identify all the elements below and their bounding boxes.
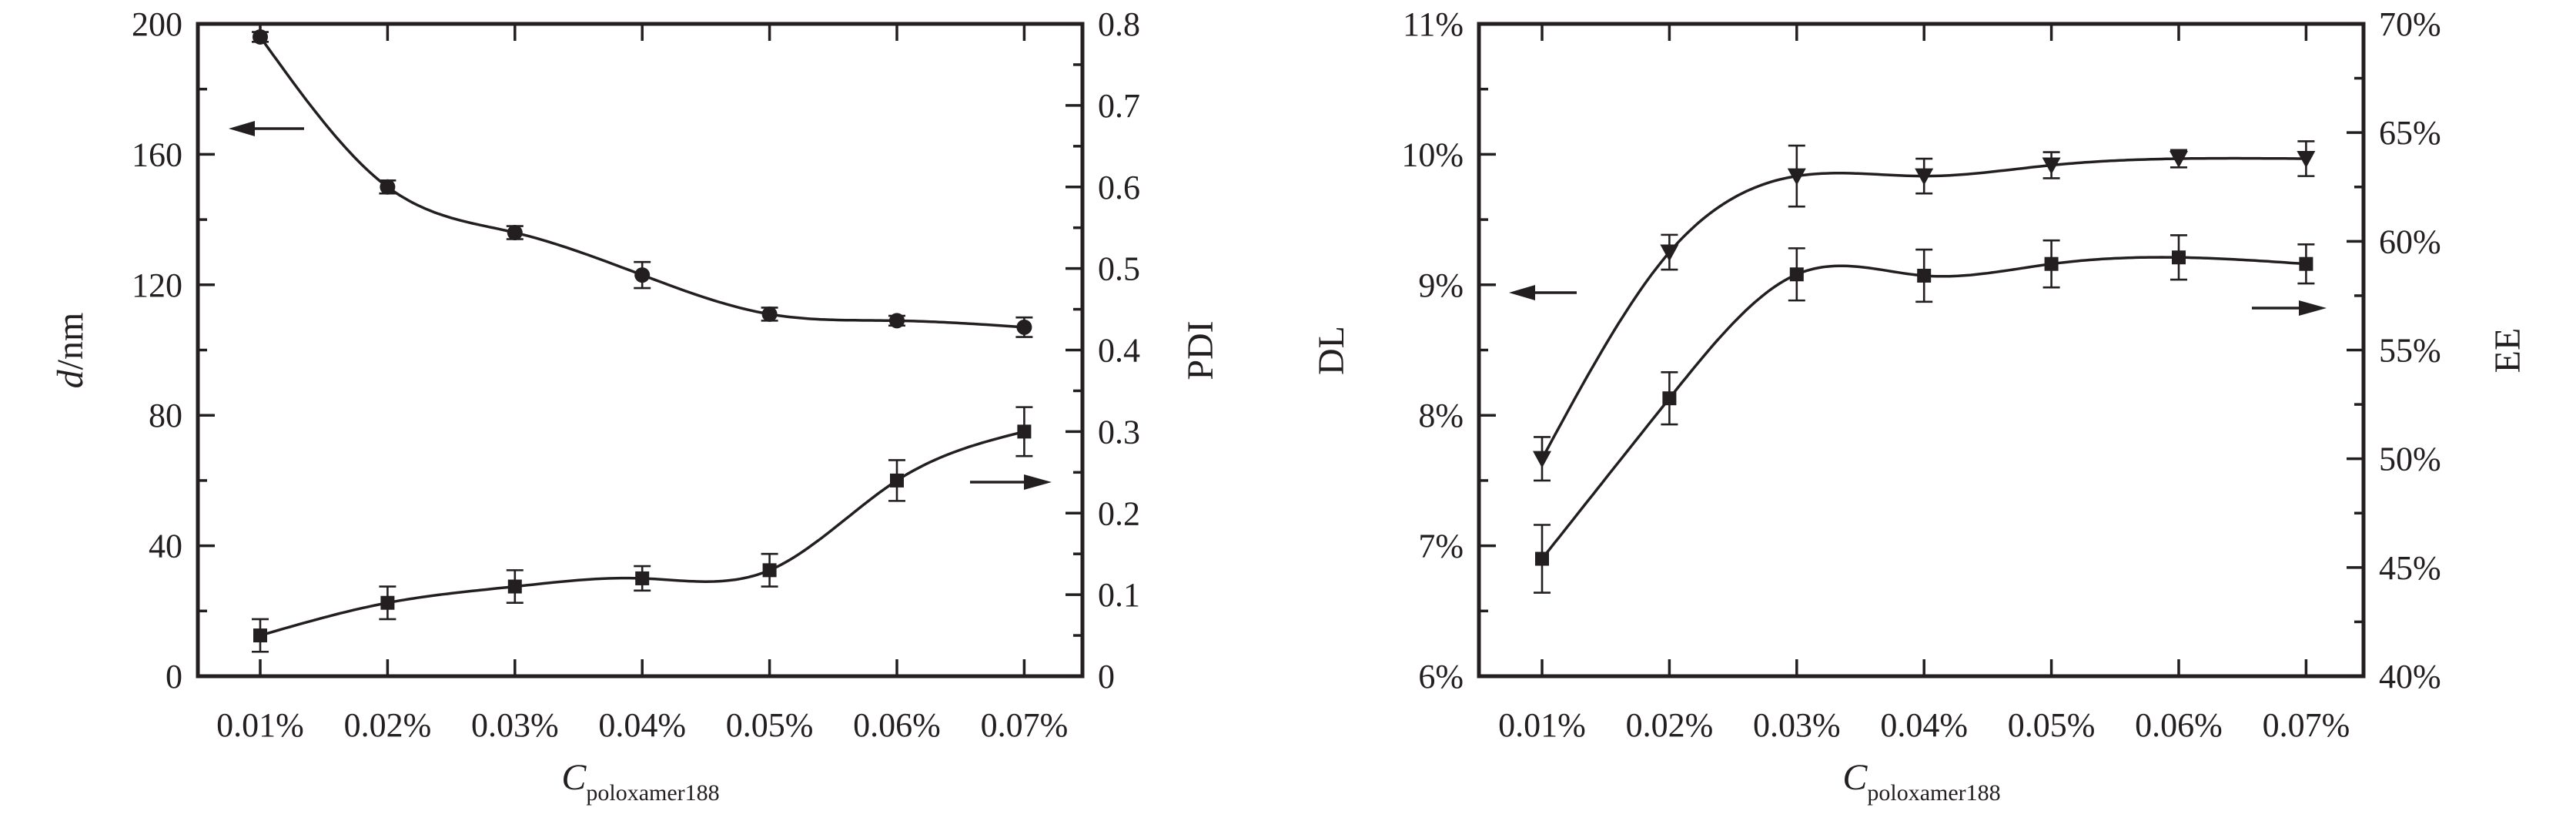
data-point-triangle [1533, 451, 1551, 468]
data-point-circle [507, 225, 523, 241]
y-axis-label-right: PDI [1180, 320, 1221, 380]
data-point-square [507, 579, 522, 594]
y-tick-label-left: 7% [1418, 528, 1464, 565]
right-axis-arrow [2252, 300, 2327, 316]
data-point-square [380, 595, 395, 610]
x-tick-label: 0.05% [2008, 706, 2096, 744]
x-tick-label: 0.07% [2263, 706, 2350, 744]
y-tick-label-left: 9% [1418, 266, 1464, 304]
x-tick-label: 0.06% [853, 706, 941, 744]
data-point-square [1535, 551, 1549, 566]
plot-frame-right [1477, 22, 2366, 679]
right-axis-arrow [970, 474, 1052, 490]
y-tick-label-left: 8% [1418, 397, 1464, 434]
y-tick-label-right: 55% [2379, 332, 2441, 370]
x-tick-label: 0.04% [598, 706, 686, 744]
chart-right: DL EE Cpoloxamer188 [1311, 22, 2528, 806]
y-tick-label-left: 0 [166, 658, 182, 695]
y-tick-label-right: 0.7 [1098, 87, 1140, 125]
chart-left-marks: 0 40 80 120 160 200 0 0.1 0.2 0.3 0.4 0.5 0.6 0.7 0.8 0… [132, 5, 1140, 744]
data-point-square [1017, 424, 1032, 439]
y-tick-label-right: 60% [2379, 223, 2441, 260]
x-axis-label: Cpoloxamer188 [561, 757, 719, 806]
data-point-square [890, 473, 904, 488]
data-point-circle [253, 28, 268, 45]
x-tick-label: 0.02% [1626, 706, 1714, 744]
y-tick-label-right: 0.3 [1098, 413, 1140, 451]
data-point-circle [380, 179, 396, 195]
chart-marks: 0 40 80 120 160 200 0 0.1 0.2 0.3 0.4 0.5 0.6 0.7 0.8 0… [132, 5, 2441, 744]
data-point-square [1789, 267, 1804, 282]
y-tick-label-left: 6% [1418, 658, 1464, 695]
data-point-square [2172, 250, 2186, 265]
data-point-circle [1016, 319, 1032, 335]
data-point-square [253, 628, 267, 643]
data-point-square [635, 571, 650, 585]
y-axis-label-right: EE [2487, 328, 2528, 374]
data-point-triangle [2042, 157, 2061, 175]
y-tick-label-right: 0.1 [1098, 576, 1140, 614]
x-tick-label: 0.01% [1498, 706, 1586, 744]
data-point-triangle [1660, 244, 1679, 262]
x-tick-label: 0.07% [981, 706, 1069, 744]
data-point-triangle [1787, 168, 1806, 186]
y-tick-label-right: 65% [2379, 114, 2441, 152]
left-axis-arrow [229, 121, 304, 136]
data-point-circle [761, 306, 778, 322]
y-tick-label-left: 120 [132, 266, 182, 304]
data-point-triangle [2297, 151, 2316, 169]
y-tick-label-right: 40% [2379, 658, 2441, 695]
y-tick-label-left: 80 [149, 397, 182, 434]
x-tick-label: 0.01% [216, 706, 304, 744]
data-point-circle [634, 267, 651, 283]
y-tick-label-right: 0.2 [1098, 494, 1140, 532]
y-tick-label-left: 11% [1403, 5, 1464, 43]
data-point-square [1917, 268, 1932, 283]
left-axis-arrow [1509, 285, 1577, 300]
x-tick-label: 0.03% [1753, 706, 1841, 744]
y-tick-label-left: 200 [132, 5, 182, 43]
data-point-circle [889, 313, 905, 329]
data-point-square [2299, 256, 2313, 271]
y-tick-label-right: 0.8 [1098, 5, 1140, 43]
y-tick-label-right: 0.6 [1098, 169, 1140, 206]
x-tick-label: 0.03% [471, 706, 559, 744]
chart-right-marks: 6% 7% 8% 9% 10% 11% 40% 45% 50% 55% 60% 65% 70% 0.01%… [1401, 5, 2441, 744]
series-2-curve [259, 430, 1025, 637]
x-axis-label: Cpoloxamer188 [1842, 757, 2000, 806]
data-point-square [1662, 391, 1677, 406]
y-tick-label-left: 160 [132, 136, 182, 173]
y-tick-label-right: 0 [1098, 658, 1115, 695]
y-tick-label-left: 40 [149, 528, 182, 565]
y-tick-label-right: 70% [2379, 5, 2441, 43]
data-point-square [762, 563, 777, 578]
chart-left: d/nm PDI Cpoloxamer188 [50, 22, 1221, 806]
y-tick-label-right: 45% [2379, 549, 2441, 587]
x-tick-label: 0.04% [1880, 706, 1968, 744]
data-point-triangle [2170, 151, 2188, 169]
y-tick-label-right: 0.4 [1098, 332, 1140, 370]
data-point-square [2044, 256, 2059, 271]
data-point-triangle [1915, 168, 1934, 186]
y-tick-label-right: 0.5 [1098, 250, 1140, 288]
x-tick-label: 0.02% [344, 706, 432, 744]
y-tick-label-right: 50% [2379, 441, 2441, 478]
y-axis-label-left: DL [1311, 326, 1352, 375]
y-axis-label-left: d/nm [50, 313, 91, 389]
x-tick-label: 0.06% [2135, 706, 2223, 744]
y-tick-label-left: 10% [1401, 136, 1464, 173]
x-tick-label: 0.05% [726, 706, 814, 744]
